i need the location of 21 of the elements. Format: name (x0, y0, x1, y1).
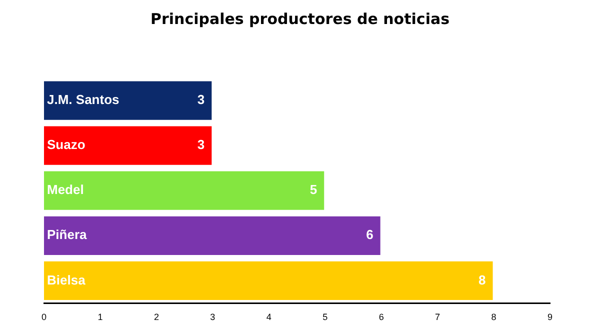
data-label: 8 (478, 272, 486, 288)
y-tick-label: Medel (47, 182, 84, 198)
x-tick-label: 4 (266, 312, 272, 322)
x-tick-label: 7 (435, 312, 440, 322)
y-tick-label: Bielsa (47, 272, 86, 288)
x-tick-label: 8 (491, 312, 496, 322)
x-tick-label: 5 (322, 312, 328, 322)
x-tick-label: 9 (547, 312, 553, 322)
x-tick-label: 3 (210, 312, 216, 322)
chart-title: Principales productores de noticias (149, 10, 451, 28)
data-label: 3 (197, 137, 205, 152)
y-tick-label: Suazo (47, 137, 86, 152)
data-label: 3 (197, 92, 205, 108)
x-tick-label: 6 (378, 312, 384, 322)
data-label: 5 (310, 182, 318, 198)
y-tick-label: J.M. Santos (47, 92, 120, 108)
y-tick-label: Piñera (47, 227, 88, 242)
x-tick-label: 0 (41, 312, 47, 322)
data-label: 6 (366, 227, 374, 242)
x-tick-label: 1 (98, 312, 103, 322)
x-tick-label: 2 (154, 312, 159, 322)
